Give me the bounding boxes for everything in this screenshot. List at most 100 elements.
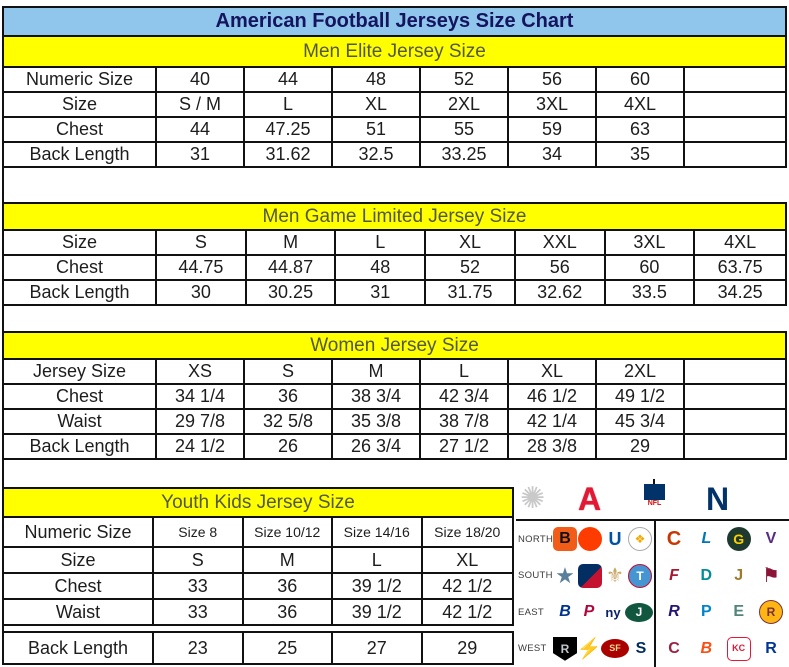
row-label: Chest — [4, 118, 157, 141]
size-cell: 44.75 — [157, 256, 247, 279]
size-cell — [685, 93, 785, 116]
size-cell: Size 18/20 — [434, 524, 501, 540]
size-cell: S — [245, 360, 333, 383]
size-cell: 39 1/2 — [333, 600, 423, 624]
divider-tick — [653, 479, 655, 484]
size-cell: 42 1/2 — [442, 601, 493, 622]
size-cell: 26 — [245, 435, 333, 458]
size-cell: XL — [456, 549, 479, 570]
logo-falcons-icon: F — [669, 566, 679, 584]
size-cell: L — [421, 360, 509, 383]
logo-bills-icon: B — [559, 603, 571, 621]
size-cell: 31.75 — [426, 281, 516, 304]
logo-broncos-icon: B — [700, 639, 713, 657]
table-row: Back Length 30 30.25 31 31.75 32.62 33.5 34.25 — [2, 281, 787, 306]
row-label: Chest — [4, 256, 157, 279]
logo-browns-icon — [578, 527, 602, 552]
size-cell: 36 — [244, 574, 333, 598]
table-row: Back Length 24 1/2 26 26 3/4 27 1/2 28 3/8 29 — [2, 435, 787, 460]
size-cell: M — [333, 360, 421, 383]
size-cell — [685, 143, 785, 166]
size-cell: XL — [509, 360, 597, 383]
logo-bears-icon: C — [666, 528, 682, 551]
logo-cardinals-icon: C — [668, 639, 680, 657]
size-cell: 2XL — [421, 93, 509, 116]
size-cell — [685, 435, 785, 458]
table-row: Back Length 23 25 27 29 — [2, 631, 514, 665]
division-row: SOUTH ★ ⚜ T F D J ⚑ — [516, 558, 789, 595]
logo-jaguars-icon: J — [734, 566, 744, 584]
size-cell: 35 3/8 — [333, 410, 421, 433]
row-label: Chest — [4, 574, 154, 598]
table-row: Numeric Size 40 44 48 52 56 60 — [2, 68, 787, 93]
size-cell: 4XL — [724, 232, 757, 252]
table-row: Chest 44 47.25 51 55 59 63 — [2, 118, 787, 143]
size-cell — [685, 410, 785, 433]
logo-forty-niners-icon: SF — [601, 639, 629, 659]
logo-texans-icon — [578, 563, 602, 588]
size-cell — [685, 68, 785, 91]
division-label: WEST — [518, 643, 547, 655]
afc-zone: B U ❖ — [553, 527, 652, 552]
size-cell: 63 — [597, 118, 685, 141]
starburst-icon: ✺ — [520, 482, 546, 515]
table-row: Waist 33 36 39 1/2 42 1/2 — [2, 600, 514, 626]
size-cell: 36 — [244, 600, 333, 624]
size-cell: 44.87 — [247, 256, 337, 279]
section-header-men-game-limited: Men Game Limited Jersey Size — [2, 202, 787, 231]
size-cell — [685, 360, 785, 383]
conference-header-row: ✺ A NFL N — [516, 479, 789, 521]
logo-panthers-icon: P — [700, 603, 712, 621]
size-cell: L — [336, 231, 427, 254]
size-cell: 49 1/2 — [597, 385, 685, 408]
nfc-zone: C B KC R — [662, 636, 789, 661]
logo-eagles-icon: E — [733, 603, 744, 621]
size-cell: 23 — [154, 633, 244, 663]
size-cell: 32 5/8 — [245, 410, 333, 433]
size-cell: 59 — [509, 118, 597, 141]
table-youth-kids: Youth Kids Jersey Size Numeric Size Size … — [2, 487, 514, 665]
nfl-shield-text: NFL — [647, 500, 662, 507]
logo-packers-icon: G — [726, 527, 751, 552]
nfc-zone: F D J ⚑ — [662, 564, 789, 588]
logo-raiders-icon: R — [553, 636, 577, 661]
row-label: Size — [4, 548, 154, 572]
size-cell: 40 — [157, 68, 245, 91]
afc-logo-icon: A — [578, 481, 602, 517]
table-men-game-limited: Men Game Limited Jersey Size Size S M L XL XX… — [2, 202, 787, 306]
logo-giants-icon: ny — [605, 604, 621, 620]
size-cell: 52 — [426, 256, 516, 279]
size-cell: 46 1/2 — [509, 385, 597, 408]
logo-lions-icon: L — [701, 530, 712, 548]
division-label: NORTH — [518, 533, 554, 545]
nfl-team-logos-panel: ✺ A NFL N NORTH B U ❖ C L G V SOUTH ★ ⚜ T F D J ⚑ EAST B P… — [516, 479, 789, 667]
row-label: Back Length — [4, 281, 157, 304]
section-header-men-elite: Men Elite Jersey Size — [2, 37, 787, 68]
size-cell: 33 — [154, 600, 244, 624]
logo-vikings-icon: V — [765, 530, 777, 548]
nfc-logo-icon: N — [706, 481, 730, 517]
size-cell: 51 — [333, 118, 421, 141]
logo-chiefs-icon: KC — [726, 636, 751, 661]
table-row: Size S / M L XL 2XL 3XL 4XL — [2, 93, 787, 118]
size-cell: 32.5 — [333, 143, 421, 166]
row-label: Size — [4, 231, 157, 254]
size-cell: 33.5 — [606, 281, 696, 304]
size-cell: Size 10/12 — [244, 518, 333, 546]
size-cell: XS — [157, 360, 245, 383]
size-cell: L — [245, 93, 333, 116]
division-row: NORTH B U ❖ C L G V — [516, 521, 789, 558]
size-cell: 48 — [333, 68, 421, 91]
logo-dolphins-icon: D — [700, 566, 713, 584]
row-label: Numeric Size — [4, 518, 154, 546]
logo-cowboys-icon: ★ — [555, 562, 575, 588]
size-cell: 56 — [516, 256, 606, 279]
size-cell: 36 — [245, 385, 333, 408]
row-label: Back Length — [4, 143, 157, 166]
size-cell: 34 1/4 — [157, 385, 245, 408]
row-label: Waist — [4, 600, 154, 624]
